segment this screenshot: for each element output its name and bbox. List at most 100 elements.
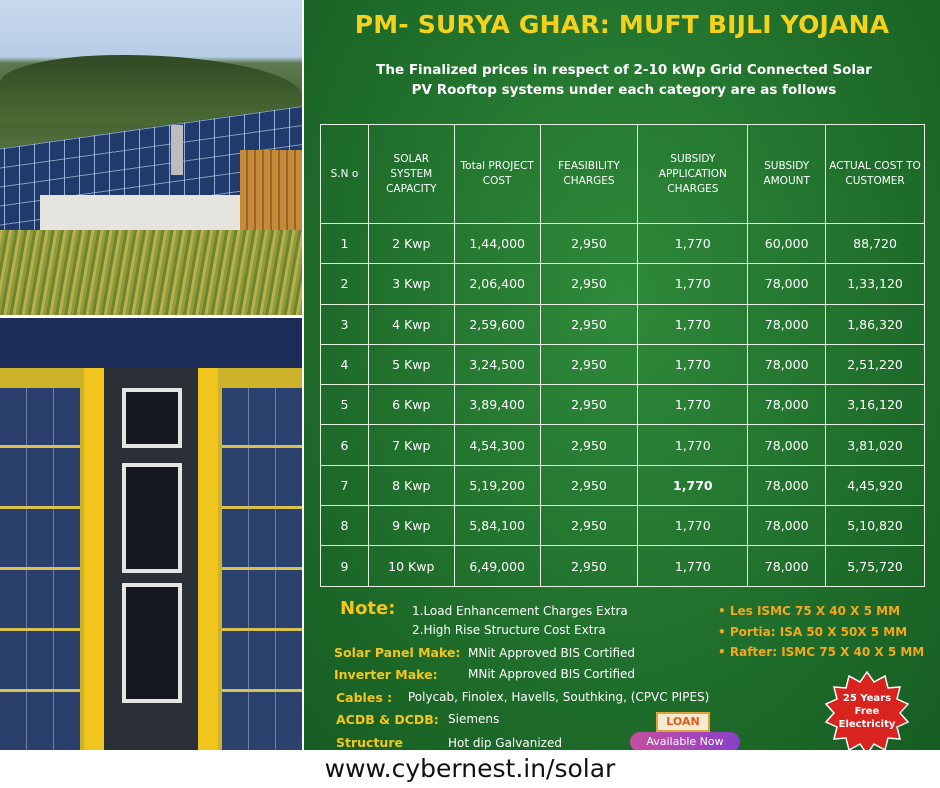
cell: 2,06,400 bbox=[453, 263, 541, 305]
cell: 3,24,500 bbox=[453, 343, 541, 386]
cell: 78,000 bbox=[747, 464, 827, 507]
loan-label: LOAN bbox=[656, 712, 710, 732]
cell: 1,770 bbox=[637, 263, 749, 305]
spec-2: • Portia: ISA 50 X 50X 5 MM bbox=[718, 625, 908, 639]
cell: 1,770 bbox=[637, 384, 749, 426]
cell: 1 bbox=[320, 222, 369, 265]
inverter-label: Inverter Make: bbox=[334, 667, 438, 682]
cell: 78,000 bbox=[747, 303, 827, 345]
spec-3: • Rafter: ISMC 75 X 40 X 5 MM bbox=[718, 645, 925, 659]
cell: 3 bbox=[320, 303, 369, 345]
subtitle-line-1: The Finalized prices in respect of 2-10 … bbox=[376, 62, 872, 78]
cell: 2,950 bbox=[539, 343, 639, 386]
solar-panel-value: MNit Approved BIS Cortified bbox=[468, 646, 636, 660]
cell: 2 bbox=[320, 263, 369, 305]
table-row: 9 10 Kwp 6,49,000 2,950 1,770 78,000 5,7… bbox=[320, 545, 925, 587]
cell: 4,45,920 bbox=[825, 464, 925, 507]
free-electricity-badge: 25 Years Free Electricity bbox=[824, 670, 910, 750]
cell: 1,770 bbox=[637, 464, 749, 507]
cell: 2,950 bbox=[539, 545, 639, 587]
table-row: 7 8 Kwp 5,19,200 2,950 1,770 78,000 4,45… bbox=[320, 464, 925, 507]
cell: 6 Kwp bbox=[367, 384, 455, 426]
inverter-value: MNit Approved BIS Cortified bbox=[468, 667, 636, 681]
cell: 5,10,820 bbox=[825, 505, 925, 547]
cell: 6 bbox=[320, 424, 369, 466]
badge-line-2: Free bbox=[854, 706, 880, 717]
cell: 1,44,000 bbox=[453, 222, 541, 265]
cell: 7 bbox=[320, 464, 369, 507]
cell: 78,000 bbox=[747, 505, 827, 547]
header-project-cost: Total PROJECT COST bbox=[453, 124, 541, 224]
note-2: 2.High Rise Structure Cost Extra bbox=[412, 623, 606, 637]
structure-label: Structure bbox=[336, 735, 403, 750]
solar-facade-photo bbox=[0, 318, 302, 750]
cell: 78,000 bbox=[747, 424, 827, 466]
cell: 5,19,200 bbox=[453, 464, 541, 507]
cables-value: Polycab, Finolex, Havells, Southking, (C… bbox=[408, 690, 710, 704]
cell: 8 Kwp bbox=[367, 464, 455, 507]
acdb-label: ACDB & DCDB: bbox=[336, 712, 439, 727]
loan-available: Available Now bbox=[630, 732, 740, 750]
cell: 1,770 bbox=[637, 222, 749, 265]
note-title: Note: bbox=[340, 598, 396, 619]
table-row: 6 7 Kwp 4,54,300 2,950 1,770 78,000 3,81… bbox=[320, 424, 925, 466]
cell: 2,950 bbox=[539, 263, 639, 305]
header-application-charges: SUBSIDY APPLICATION CHARGES bbox=[637, 124, 749, 224]
solar-house-photo bbox=[0, 0, 302, 315]
price-table: S.N o SOLAR SYSTEM CAPACITY Total PROJEC… bbox=[320, 124, 925, 587]
cell: 5,84,100 bbox=[453, 505, 541, 547]
cell: 7 Kwp bbox=[367, 424, 455, 466]
cell: 2,950 bbox=[539, 424, 639, 466]
cell: 5,75,720 bbox=[825, 545, 925, 587]
table-row: 4 5 Kwp 3,24,500 2,950 1,770 78,000 2,51… bbox=[320, 343, 925, 386]
header-actual-cost: ACTUAL COST TO CUSTOMER bbox=[825, 124, 925, 224]
header-feasibility: FEASIBILITY CHARGES bbox=[539, 124, 639, 224]
cell: 3,89,400 bbox=[453, 384, 541, 426]
cell: 1,770 bbox=[637, 505, 749, 547]
loan-badge: LOAN Available Now bbox=[630, 712, 740, 750]
cell: 8 bbox=[320, 505, 369, 547]
cell: 78,000 bbox=[747, 384, 827, 426]
cell: 60,000 bbox=[747, 222, 827, 265]
subtitle-line-2: PV Rooftop systems under each category a… bbox=[411, 82, 837, 98]
cell: 2,51,220 bbox=[825, 343, 925, 386]
cell: 6,49,000 bbox=[453, 545, 541, 587]
badge-line-3: Electricity bbox=[838, 719, 896, 730]
cell: 88,720 bbox=[825, 222, 925, 265]
cell: 2,950 bbox=[539, 505, 639, 547]
header-subsidy-amount: SUBSIDY AMOUNT bbox=[747, 124, 827, 224]
cell: 78,000 bbox=[747, 263, 827, 305]
cell: 1,770 bbox=[637, 343, 749, 386]
cell: 9 bbox=[320, 545, 369, 587]
cell: 1,86,320 bbox=[825, 303, 925, 345]
structure-value: Hot dip Galvanized bbox=[448, 736, 562, 750]
cell: 2,950 bbox=[539, 303, 639, 345]
footer-url[interactable]: www.cybernest.in/solar bbox=[324, 754, 616, 783]
cell: 4 Kwp bbox=[367, 303, 455, 345]
cell: 78,000 bbox=[747, 545, 827, 587]
cell: 4 bbox=[320, 343, 369, 386]
starburst-icon bbox=[824, 670, 910, 750]
cell: 78,000 bbox=[747, 343, 827, 386]
cell: 2,950 bbox=[539, 384, 639, 426]
cell: 1,770 bbox=[637, 424, 749, 466]
cell: 2 Kwp bbox=[367, 222, 455, 265]
cell: 10 Kwp bbox=[367, 545, 455, 587]
header-sno: S.N o bbox=[320, 124, 369, 224]
solar-panel-label: Solar Panel Make: bbox=[334, 645, 461, 660]
cell: 1,33,120 bbox=[825, 263, 925, 305]
cell: 3,81,020 bbox=[825, 424, 925, 466]
badge-line-1: 25 Years bbox=[842, 693, 892, 704]
cables-label: Cables : bbox=[336, 690, 393, 705]
cell: 2,950 bbox=[539, 222, 639, 265]
poster-subtitle: The Finalized prices in respect of 2-10 … bbox=[344, 60, 904, 100]
table-row: 8 9 Kwp 5,84,100 2,950 1,770 78,000 5,10… bbox=[320, 505, 925, 547]
note-1: 1.Load Enhancement Charges Extra bbox=[412, 604, 628, 618]
cell: 2,950 bbox=[539, 464, 639, 507]
scheme-poster: PM- SURYA GHAR: MUFT BIJLI YOJANA The Fi… bbox=[304, 0, 940, 750]
poster-title: PM- SURYA GHAR: MUFT BIJLI YOJANA bbox=[354, 10, 890, 39]
cell: 5 Kwp bbox=[367, 343, 455, 386]
cell: 5 bbox=[320, 384, 369, 426]
cell: 4,54,300 bbox=[453, 424, 541, 466]
cell: 3 Kwp bbox=[367, 263, 455, 305]
